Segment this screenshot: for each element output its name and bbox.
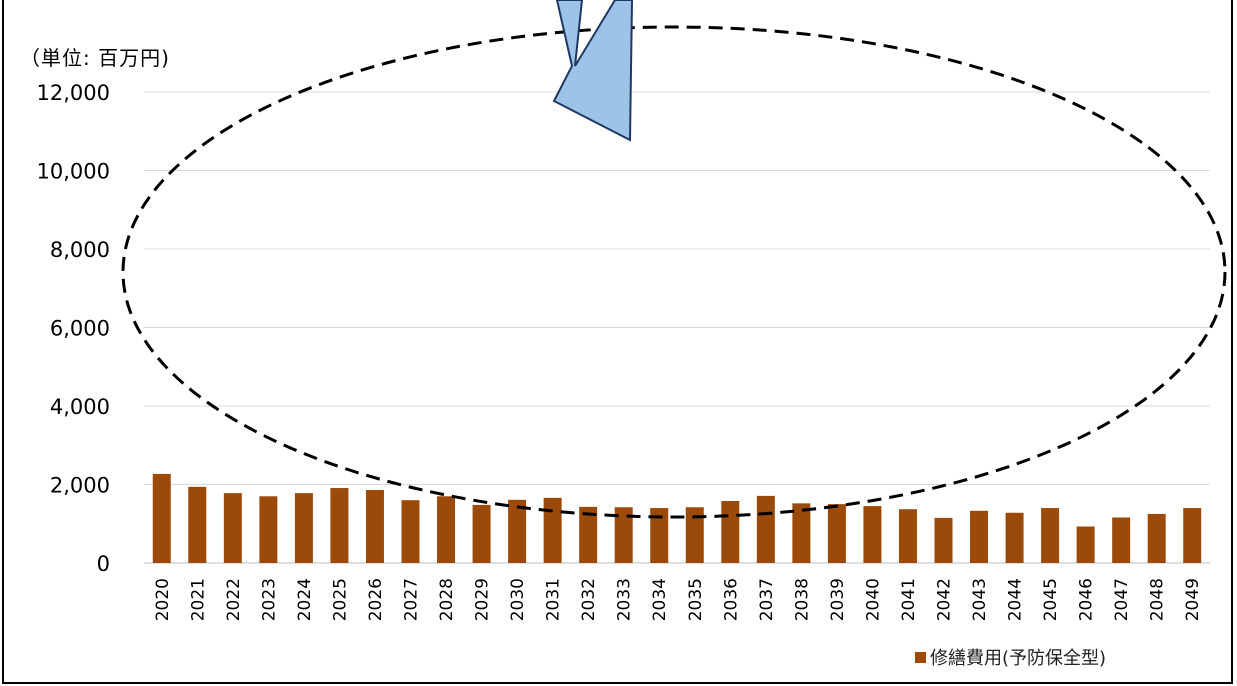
x-tick-label: 2046 [1077,578,1097,621]
x-tick-label: 2027 [402,578,422,621]
bar [1041,508,1060,563]
legend-swatch [915,651,926,663]
gridlines [144,91,1210,564]
x-tick-label: 2031 [544,578,564,621]
bar [934,517,953,563]
bar [1112,517,1131,563]
bar [294,493,313,563]
x-tick-label: 2048 [1148,578,1168,621]
x-tick-label: 2041 [899,578,919,621]
y-tick-label: 4,000 [50,395,110,419]
bar [401,500,420,563]
x-tick-label: 2037 [757,578,777,621]
bar [437,496,456,563]
x-tick-label: 2022 [224,578,244,621]
bar [1147,513,1166,563]
bar [792,503,811,563]
y-tick-label: 10,000 [37,160,110,184]
x-tick-label: 2029 [473,578,493,621]
bar [579,506,598,563]
bar [508,499,527,563]
x-tick-label: 2024 [295,578,315,621]
x-tick-label: 2047 [1112,578,1132,621]
y-tick-label: 2,000 [50,474,110,498]
x-tick-label: 2021 [188,578,208,621]
y-tick-label: 8,000 [50,238,110,262]
down-arrow-annotation [552,0,634,142]
x-tick-label: 2045 [1041,578,1061,621]
x-tick-label: 2032 [579,578,599,621]
x-tick-label: 2023 [259,578,279,621]
bar [472,504,491,563]
x-tick-label: 2020 [153,578,173,621]
x-tick-label: 2028 [437,578,457,621]
x-tick-label: 2033 [615,578,635,621]
bar [330,488,349,563]
bar [650,508,669,563]
bar [614,507,633,563]
bar [898,509,917,563]
x-axis-ticks: 2020 2021 2022 2023 2024 2025 2026 2027 2028 2029… [153,578,1203,621]
x-tick-label: 2030 [508,578,528,621]
x-tick-label: 2049 [1183,578,1203,621]
x-tick-label: 2044 [1006,578,1026,621]
bars [152,473,1202,563]
bar [543,497,562,563]
x-tick-label: 2036 [721,578,741,621]
bar [152,473,171,563]
x-tick-label: 2035 [686,578,706,621]
legend: 修繕費用(予防保全型) [915,644,1106,670]
bar [1005,512,1024,563]
bar [1183,508,1202,563]
x-tick-label: 2026 [366,578,386,621]
legend-label: 修繕費用(予防保全型) [930,648,1107,669]
y-axis-ticks: 0 2,000 4,000 6,000 8,000 10,000 12,000 [37,81,110,576]
bar [863,506,882,563]
x-tick-label: 2025 [330,578,350,621]
bar [756,495,775,563]
bar [721,500,740,563]
dashed-ellipse-annotation [121,25,1227,519]
bar [970,510,989,563]
x-tick-label: 2043 [970,578,990,621]
bar [685,507,704,563]
bar [223,493,242,563]
bar [188,486,207,563]
x-tick-label: 2042 [935,578,955,621]
y-tick-label: 6,000 [50,317,110,341]
x-tick-label: 2034 [650,578,670,621]
x-tick-label: 2040 [863,578,883,621]
bar [259,496,278,563]
y-tick-label: 0 [97,552,110,576]
bar [1076,526,1095,563]
x-tick-label: 2038 [792,578,812,621]
bar [365,489,384,563]
y-tick-label: 12,000 [37,81,110,105]
unit-label: （単位: 百万円) [20,46,170,70]
x-tick-label: 2039 [828,578,848,621]
bar [827,504,846,563]
